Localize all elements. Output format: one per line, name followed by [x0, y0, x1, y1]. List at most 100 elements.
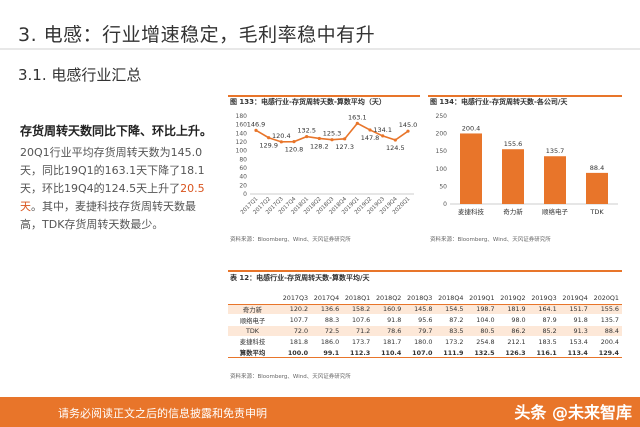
chart1-title: 图 133：电感行业-存货周转天数-算数平均（天）	[230, 98, 386, 106]
x-tick-label: 顺络电子	[542, 207, 569, 216]
table-cell: 算数平均	[228, 346, 280, 359]
summary-heading: 存货周转天数同比下降、环比上升。	[20, 124, 213, 138]
table-cell: 212.1	[497, 336, 529, 348]
table-cell: 164.1	[528, 304, 560, 316]
table-cell: 107.0	[404, 346, 436, 359]
table-cell: 126.3	[497, 346, 529, 359]
watermark: 头条 @未来智库	[514, 403, 632, 422]
y-tick-label: 180	[236, 113, 248, 120]
table-cell: 107.7	[280, 314, 312, 327]
data-label: 120.8	[285, 146, 304, 154]
table-cell: 112.3	[342, 346, 374, 359]
y-tick-label: 150	[436, 148, 448, 155]
table-cell: 110.4	[373, 346, 405, 359]
table-cell: 麦捷科技	[228, 336, 280, 348]
section-subtitle: 3.1. 电感行业汇总	[18, 66, 142, 84]
table-cell: 158.2	[342, 304, 374, 316]
x-tick-label: 奇力新	[503, 207, 523, 216]
data-point	[368, 128, 372, 132]
chart2-bar	[428, 95, 622, 97]
data-label: 132.5	[297, 127, 316, 135]
data-label: 88.4	[590, 164, 604, 172]
data-point	[393, 138, 397, 142]
table-cell: 88.4	[590, 325, 622, 337]
table-row-average: 算数平均 100.0 99.1 112.3 110.4 107.0 111.9 132.5 12…	[228, 346, 622, 359]
y-tick-label: 250	[436, 113, 448, 120]
data-label: 147.8	[361, 134, 380, 142]
table-header-cell: 2018Q1	[342, 292, 374, 305]
table-cell: 160.9	[373, 304, 405, 316]
table-cell: 186.0	[311, 336, 343, 348]
table-header-cell: 2019Q2	[497, 292, 529, 305]
data-point	[355, 121, 359, 125]
table-cell: 154.5	[435, 304, 467, 316]
data-point	[267, 136, 271, 140]
table-cell: 173.7	[342, 336, 374, 348]
table-header-cell: 2020Q1	[590, 292, 622, 305]
table-cell: 200.4	[590, 336, 622, 348]
y-tick-label: 80	[239, 156, 247, 163]
table-cell: 87.9	[528, 314, 560, 327]
table-cell: 87.2	[435, 314, 467, 327]
table-cell: 107.6	[342, 314, 374, 327]
table-cell: 83.5	[435, 325, 467, 337]
data-label: 120.4	[272, 132, 291, 140]
data-label: 146.9	[247, 120, 266, 128]
table-cell: 85.2	[528, 325, 560, 337]
chart1-bar	[228, 95, 420, 97]
data-label: 200.4	[462, 124, 481, 132]
page-title: 3. 电感：行业增速稳定，毛利率稳中有升	[18, 24, 376, 46]
table-cell: 99.1	[311, 346, 343, 359]
table-cell: 116.1	[528, 346, 560, 359]
table-cell: 135.7	[590, 314, 622, 327]
bar-chart: 0 50 100 150 200 250 200.4 麦捷科技 155.6 奇力新 135.7 顺络电…	[436, 113, 618, 216]
table-cell: 181.9	[497, 304, 529, 316]
bar	[460, 133, 482, 204]
y-tick-label: 200	[436, 131, 448, 138]
table-cell: TDK	[228, 325, 280, 337]
data-label: 129.9	[259, 142, 278, 150]
data-point	[343, 137, 347, 141]
table-cell: 113.4	[559, 346, 591, 359]
footer: 请务必阅读正文之后的信息披露和免责申明 头条 @未来智库	[0, 397, 640, 427]
table-header-cell	[228, 292, 280, 305]
table-cell: 72.5	[311, 325, 343, 337]
bar	[502, 149, 524, 204]
table-cell: 91.3	[559, 325, 591, 337]
table-cell: 129.4	[590, 346, 622, 359]
table-cell: 95.6	[404, 314, 436, 327]
table-cell: 145.8	[404, 304, 436, 316]
table-header-row: 2017Q3 2017Q4 2018Q1 2018Q2 2018Q3 2018Q4 2019…	[228, 292, 622, 305]
summary-body: 20Q1行业平均存货周转天数为145.0天，同比19Q1的163.1天下降了18…	[20, 144, 215, 234]
y-tick-label: 120	[236, 139, 248, 146]
y-tick-label: 100	[436, 166, 448, 173]
data-label: 163.1	[348, 113, 367, 121]
table-cell: 79.7	[404, 325, 436, 337]
x-tick-label: TDK	[589, 208, 604, 216]
table-cell: 88.3	[311, 314, 343, 327]
table-cell: 181.7	[373, 336, 405, 348]
table-header-cell: 2019Q4	[559, 292, 591, 305]
data-point	[330, 138, 334, 142]
x-tick-label: 麦捷科技	[458, 207, 485, 216]
table-cell: 173.2	[435, 336, 467, 348]
table-cell: 180.0	[404, 336, 436, 348]
table-row: 麦捷科技 181.8 186.0 173.7 181.7 180.0 173.2 254.8 2…	[228, 336, 622, 348]
data-label: 134.1	[373, 126, 392, 134]
line-chart: 020406080100120140160180146.92017Q1129.9…	[236, 113, 418, 216]
data-label: 135.7	[546, 147, 565, 155]
chart1-source: 资料来源：Bloomberg、Wind、天风证券研究所	[230, 237, 351, 243]
table-source: 资料来源：Bloomberg、Wind、天风证券研究所	[230, 374, 351, 380]
bar	[586, 172, 608, 204]
summary-p1: 20Q1行业平均存货周转天数为145.0天，同比19Q1的163.1天下降了18…	[20, 146, 205, 195]
table-row: TDK 72.0 72.5 71.2 78.6 79.7 83.5 80.5 86.2 85.2 9…	[228, 325, 622, 337]
table-title: 表 12：电感行业-存货周转天数-算数平均/天	[230, 274, 370, 282]
table-cell: 100.0	[280, 346, 312, 359]
table-header-cell: 2017Q4	[311, 292, 343, 305]
table-cell: 奇力新	[228, 304, 280, 316]
y-tick-label: 0	[243, 191, 247, 198]
table-bar	[228, 270, 622, 272]
table-cell: 91.8	[559, 314, 591, 327]
table-cell: 155.6	[590, 304, 622, 316]
y-tick-label: 40	[239, 174, 247, 181]
